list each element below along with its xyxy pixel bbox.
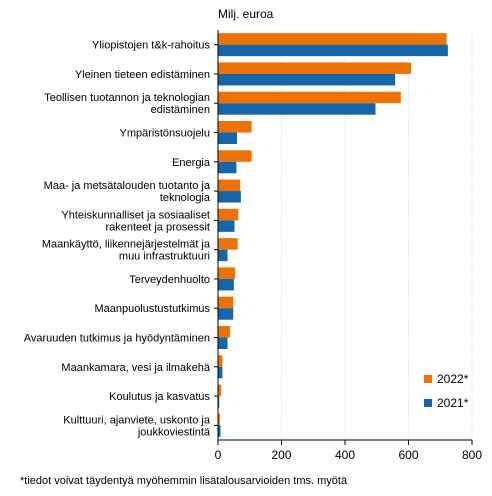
bar-2021 (218, 103, 376, 115)
bar-2021 (218, 425, 221, 437)
category-label: Teollisen tuotannon ja teknologian edistä… (44, 92, 210, 116)
x-tick-label: 200 (271, 448, 291, 462)
bar-2022 (218, 267, 236, 279)
bar-2021 (218, 44, 448, 57)
bar-2021 (218, 308, 234, 320)
legend-label: 2021* (437, 396, 469, 410)
bar-2022 (218, 179, 241, 192)
category-label: Yliopistojen t&k-rahoitus (92, 40, 211, 52)
x-tick-label: 600 (398, 448, 418, 462)
category-label: Maanpuolustustutkimus (94, 303, 210, 315)
bar-2021 (218, 249, 228, 262)
bar-2021 (218, 366, 223, 379)
category-label: Ympäristönsuojelu (120, 128, 211, 140)
bar-2022 (218, 384, 222, 397)
bar-2021 (218, 396, 220, 408)
category-label: Kulttuuri, ajanviete, uskonto ja joukkovi… (63, 414, 211, 438)
x-tick-label: 400 (335, 448, 355, 462)
bar-2021 (218, 337, 228, 349)
category-label: Maankäyttö, liikennejärjestelmät ja muu i… (42, 239, 211, 263)
category-label: Maa- ja metsätalouden tuotanto ja teknolo… (44, 180, 211, 204)
category-label: Koulutus ja kasvatus (109, 391, 210, 403)
bar-2022 (218, 150, 252, 162)
category-label: Yhteiskunnalliset ja sosiaaliset rakentee… (61, 209, 210, 233)
bar-2022 (218, 121, 252, 133)
bar-2022 (218, 413, 220, 426)
bar-2022 (218, 208, 239, 221)
category-label: Avaruuden tutkimus ja hyödyntäminen (24, 333, 210, 345)
legend-swatch (424, 399, 432, 407)
category-label: Yleinen tieteen edistäminen (75, 69, 210, 81)
bar-2021 (218, 278, 234, 291)
bar-2022 (218, 326, 231, 338)
bar-2022 (218, 91, 401, 104)
x-tick-label: 800 (462, 448, 482, 462)
bar-2021 (218, 73, 396, 86)
bar-2022 (218, 33, 447, 45)
bar-2022 (218, 62, 412, 74)
bar-2022 (218, 238, 238, 250)
bar-2021 (218, 161, 237, 174)
bar-2022 (218, 296, 234, 309)
unit-label: Milj. euroa (218, 7, 274, 21)
bar-2022 (218, 355, 223, 367)
bar-2021 (218, 220, 235, 232)
category-label: Maankamara, vesi ja ilmakehä (61, 362, 210, 374)
category-label: Energia (172, 157, 211, 169)
footnote: *tiedot voivat täydentyä myöhemmin lisät… (20, 475, 348, 487)
legend-label: 2022* (437, 372, 469, 386)
x-tick-label: 0 (215, 448, 222, 462)
bar-2021 (218, 191, 241, 203)
legend-swatch (424, 375, 432, 383)
category-label: Terveydenhuolto (129, 274, 210, 286)
bar-2021 (218, 132, 238, 144)
